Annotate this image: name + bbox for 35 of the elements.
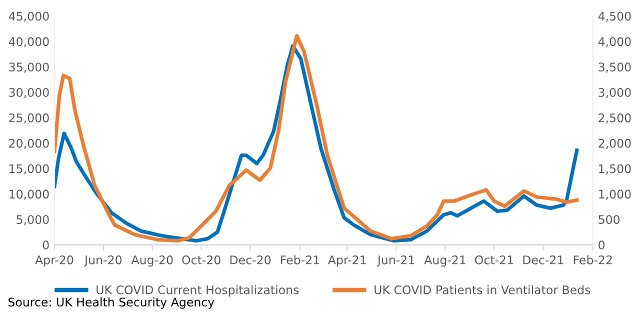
x-tick-label: Aug-20: [131, 255, 173, 267]
y-tick-label: 20,000: [9, 138, 49, 149]
source-note: Source: UK Health Security Agency: [8, 297, 214, 309]
legend-label: UK COVID Patients in Ventilator Beds: [374, 285, 590, 294]
x-tick-label: Oct-21: [475, 255, 513, 264]
x-tick-label: Oct-20: [182, 255, 220, 264]
x-tick-label: Apr-21: [328, 255, 366, 267]
x-tick-label: Apr-20: [35, 255, 74, 267]
y-tick-label: 10,000: [10, 190, 49, 200]
y-tick-label: 40,000: [8, 37, 49, 48]
y-tick-label: 45,000: [8, 12, 49, 22]
y-tick-label: 25,000: [9, 113, 49, 124]
y2-tick-label: 1,500: [599, 164, 631, 174]
y2-tick-label: 3,000: [598, 88, 631, 98]
x-tick-label: Dec-21: [523, 255, 564, 264]
y2-tick-label: 4,000: [598, 37, 631, 48]
x-tick-label: Feb-21: [281, 255, 320, 264]
y2-tick-label: 4,500: [598, 12, 631, 22]
y2-tick-label: 2,000: [598, 138, 631, 149]
x-tick-label: Dec-20: [230, 255, 271, 264]
legend-label: UK COVID Current Hospitalizations: [96, 285, 299, 297]
y2-tick-label: 2,500: [598, 113, 631, 124]
y-tick-label: 35,000: [9, 62, 49, 73]
y-tick-label: 5,000: [16, 215, 49, 226]
y-tick-label: 0: [42, 240, 49, 250]
y2-tick-label: 500: [598, 215, 620, 224]
y-tick-label: 30,000: [9, 88, 49, 98]
x-tick-label: Jun-21: [376, 255, 414, 267]
x-tick-label: Aug-21: [424, 255, 466, 267]
y2-tick-label: 3,500: [598, 62, 631, 73]
x-tick-label: Jun-20: [84, 255, 122, 267]
x-tick-label: Feb-22: [574, 255, 612, 264]
y2-tick-label: 0: [598, 240, 605, 250]
y-tick-label: 15,000: [10, 164, 49, 174]
y2-tick-label: 1,000: [599, 190, 631, 200]
